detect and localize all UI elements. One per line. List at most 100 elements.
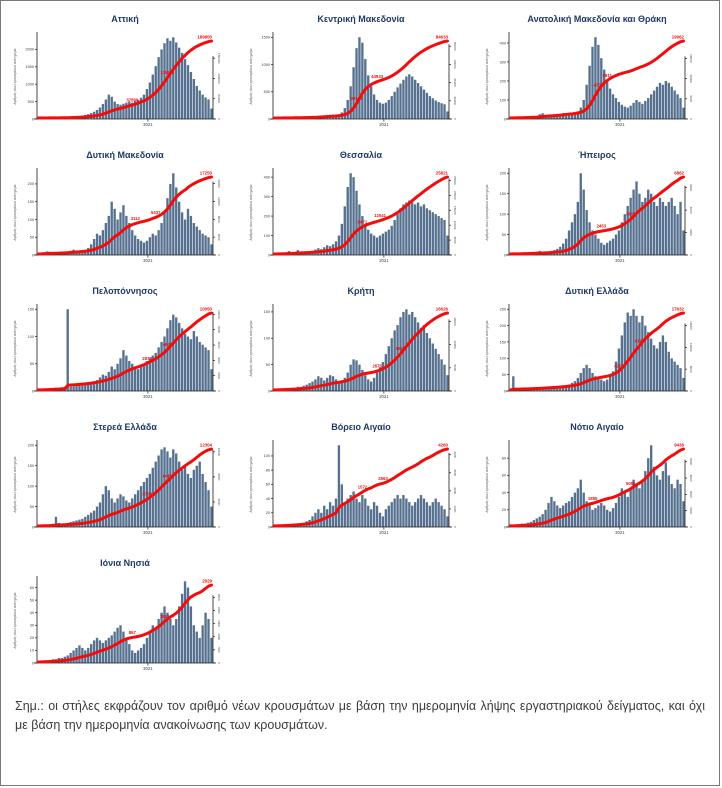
svg-text:Αριθμός νέων κρουσμάτων ανά ημ: Αριθμός νέων κρουσμάτων ανά ημέρα xyxy=(13,456,17,512)
svg-text:2021: 2021 xyxy=(379,122,389,127)
svg-text:44933: 44933 xyxy=(371,74,384,79)
svg-text:0: 0 xyxy=(268,389,270,393)
svg-text:Αριθμός νέων κρουσμάτων ανά ημ: Αριθμός νέων κρουσμάτων ανά ημέρα xyxy=(485,184,489,240)
svg-text:15000: 15000 xyxy=(453,317,457,326)
svg-text:60: 60 xyxy=(30,586,34,590)
chart-title: Κεντρική Μακεδονία xyxy=(317,14,405,24)
svg-text:50: 50 xyxy=(30,362,34,366)
svg-text:0: 0 xyxy=(689,390,693,392)
svg-text:15000: 15000 xyxy=(453,206,457,215)
svg-text:4260: 4260 xyxy=(438,443,448,448)
svg-text:40000: 40000 xyxy=(453,78,457,87)
svg-text:0: 0 xyxy=(217,662,221,664)
svg-text:50: 50 xyxy=(30,598,34,602)
svg-text:12041: 12041 xyxy=(374,213,387,218)
svg-text:50: 50 xyxy=(502,233,506,237)
svg-text:2870: 2870 xyxy=(142,356,152,361)
svg-text:200: 200 xyxy=(500,172,506,176)
chart-canvas: 0 20 40 60 80 0 2000 4000 6000 8000 2021 Αριθμός νέ… xyxy=(485,440,693,535)
chart-canvas: 0 10 20 30 40 50 60 0 500 1000 1500 2000 2500 2021 Αρι… xyxy=(13,576,221,671)
svg-text:4000: 4000 xyxy=(217,499,221,506)
svg-text:0: 0 xyxy=(453,118,457,120)
svg-text:0: 0 xyxy=(32,117,34,121)
svg-text:8471: 8471 xyxy=(358,219,368,224)
chart-notio-aigaio: Νότιο Αιγαίο 0 20 40 60 80 0 2000 4000 6000 8000 2… xyxy=(481,419,713,547)
svg-text:4251: 4251 xyxy=(614,363,624,368)
svg-text:2021: 2021 xyxy=(143,122,153,127)
svg-text:0: 0 xyxy=(689,254,693,256)
svg-text:0: 0 xyxy=(32,389,34,393)
svg-text:Αριθμός νέων κρουσμάτων ανά ημ: Αριθμός νέων κρουσμάτων ανά ημέρα xyxy=(249,320,253,376)
chart-canvas: 0 500 1000 1500 2000 0 50000 100000 150000 2021 Αρ… xyxy=(13,32,221,127)
svg-text:20: 20 xyxy=(30,636,34,640)
svg-text:100: 100 xyxy=(28,484,34,488)
empty-cell xyxy=(481,555,713,683)
svg-text:8612: 8612 xyxy=(396,346,406,351)
svg-text:150: 150 xyxy=(500,340,506,344)
chart-anatoliki-makedonia-thraki: Ανατολική Μακεδονία και Θράκη 0 100 200 300… xyxy=(481,11,713,139)
svg-text:10000: 10000 xyxy=(689,74,693,83)
svg-text:0: 0 xyxy=(504,389,506,393)
svg-text:2021: 2021 xyxy=(379,258,389,263)
svg-text:4000: 4000 xyxy=(453,451,457,458)
svg-text:6000: 6000 xyxy=(689,475,693,482)
svg-text:Αριθμός νέων κρουσμάτων ανά ημ: Αριθμός νέων κρουσμάτων ανά ημέρα xyxy=(485,320,489,376)
svg-text:200: 200 xyxy=(500,324,506,328)
chart-title: Κρήτη xyxy=(347,286,375,296)
chart-ipeiros: Ήπειρος 0 50 100 150 200 0 2000 4000 6000 2021 Αρι… xyxy=(481,147,713,275)
svg-text:10050: 10050 xyxy=(200,307,213,312)
svg-text:2021: 2021 xyxy=(143,258,153,263)
svg-text:40: 40 xyxy=(502,491,506,495)
svg-text:30: 30 xyxy=(30,624,34,628)
svg-text:3867: 3867 xyxy=(626,212,636,217)
svg-text:0: 0 xyxy=(32,253,34,257)
svg-text:16626: 16626 xyxy=(436,307,449,312)
svg-text:8000: 8000 xyxy=(217,216,221,223)
svg-text:3112: 3112 xyxy=(131,216,141,221)
chart-thessalia: Θεσσαλία 0 100 200 300 400 0 5000 10000 15000 200… xyxy=(245,147,477,275)
svg-text:10000: 10000 xyxy=(689,343,693,352)
footnote: Σημ.: οι στήλες εκφράζουν τον αριθμό νέω… xyxy=(15,699,705,733)
svg-text:0: 0 xyxy=(689,526,693,528)
svg-text:2021: 2021 xyxy=(143,530,153,535)
svg-text:Αριθμός νέων κρουσμάτων ανά ημ: Αριθμός νέων κρουσμάτων ανά ημέρα xyxy=(249,184,253,240)
svg-text:0: 0 xyxy=(504,253,506,257)
svg-text:100: 100 xyxy=(500,212,506,216)
svg-text:2500: 2500 xyxy=(217,594,221,601)
svg-text:80: 80 xyxy=(502,456,506,460)
svg-text:2000: 2000 xyxy=(217,607,221,614)
svg-text:10000: 10000 xyxy=(453,340,457,349)
svg-text:60: 60 xyxy=(502,474,506,478)
chart-title: Δυτική Ελλάδα xyxy=(565,286,629,296)
svg-text:2021: 2021 xyxy=(143,394,153,399)
svg-text:20: 20 xyxy=(266,511,270,515)
svg-text:100: 100 xyxy=(500,98,506,102)
svg-text:1572: 1572 xyxy=(358,485,368,490)
svg-text:19062: 19062 xyxy=(672,35,685,40)
svg-text:5000: 5000 xyxy=(689,366,693,373)
svg-text:0: 0 xyxy=(217,254,221,256)
svg-text:4000: 4000 xyxy=(689,491,693,498)
svg-text:2021: 2021 xyxy=(615,530,625,535)
svg-text:50: 50 xyxy=(266,363,270,367)
svg-text:4733: 4733 xyxy=(594,83,604,88)
chart-title: Ανατολική Μακεδονία και Θράκη xyxy=(527,14,667,24)
chart-title: Ήπειρος xyxy=(578,150,616,160)
svg-text:2021: 2021 xyxy=(379,394,389,399)
svg-text:37890: 37890 xyxy=(126,98,139,103)
svg-text:4930: 4930 xyxy=(163,342,173,347)
chart-dytiki-makedonia: Δυτική Μακεδονία 0 50 100 150 200 0 4000 8000 12… xyxy=(9,147,241,275)
svg-text:Αριθμός νέων κρουσμάτων ανά ημ: Αριθμός νέων κρουσμάτων ανά ημέρα xyxy=(13,184,17,240)
chart-title: Νότιο Αιγαίο xyxy=(570,422,624,432)
chart-title: Αττική xyxy=(111,14,139,24)
svg-text:50: 50 xyxy=(30,505,34,509)
svg-text:80: 80 xyxy=(266,468,270,472)
svg-text:60: 60 xyxy=(266,483,270,487)
chart-title: Ιόνια Νησιά xyxy=(100,558,150,568)
svg-text:15000: 15000 xyxy=(689,54,693,63)
svg-text:250: 250 xyxy=(500,308,506,312)
svg-text:1000: 1000 xyxy=(217,633,221,640)
svg-text:100: 100 xyxy=(264,454,270,458)
svg-text:0: 0 xyxy=(268,253,270,257)
